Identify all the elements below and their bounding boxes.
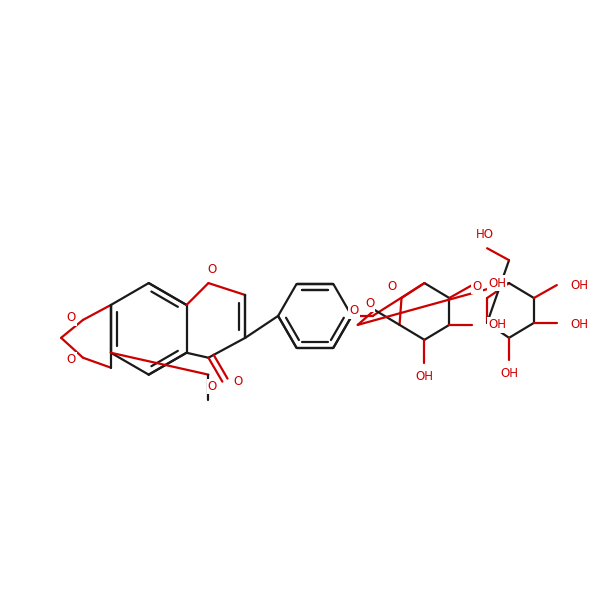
Text: O: O	[233, 375, 243, 388]
Text: OH: OH	[488, 277, 506, 290]
Text: O: O	[349, 304, 358, 317]
Text: O: O	[67, 311, 76, 325]
Text: HO: HO	[476, 228, 494, 241]
Text: O: O	[387, 280, 396, 293]
Text: OH: OH	[415, 370, 433, 383]
Text: O: O	[365, 298, 374, 310]
Text: OH: OH	[571, 319, 589, 331]
Text: O: O	[473, 280, 482, 293]
Text: O: O	[208, 380, 217, 393]
Text: OH: OH	[488, 319, 506, 331]
Text: OH: OH	[571, 278, 589, 292]
Text: O: O	[208, 263, 217, 275]
Text: O: O	[67, 353, 76, 366]
Text: OH: OH	[500, 367, 518, 380]
